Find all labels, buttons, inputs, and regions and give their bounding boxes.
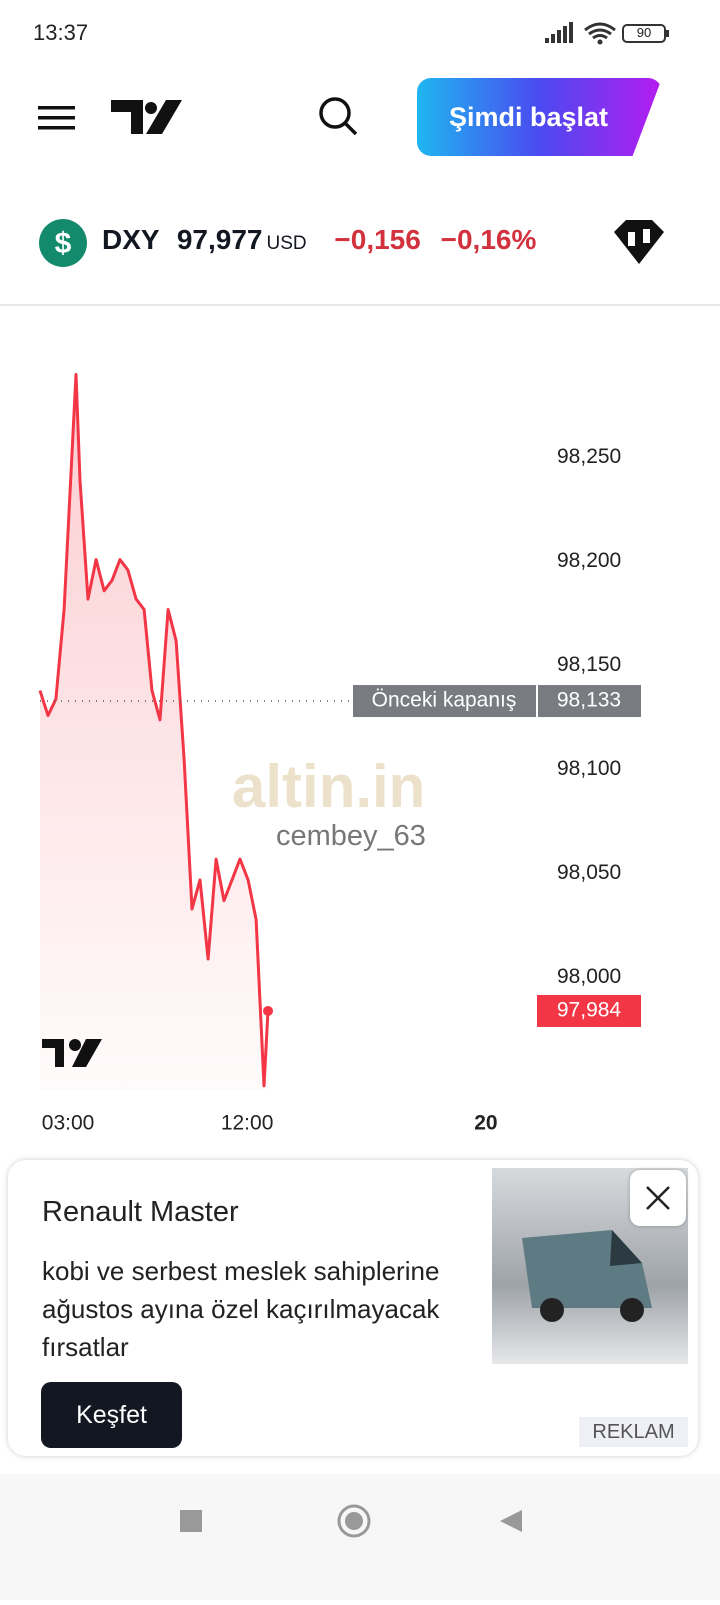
ad-button[interactable]: Keşfet [41,1382,182,1448]
nav-home[interactable] [337,1504,371,1538]
symbol: DXY [102,224,160,255]
battery-level: 90 [636,25,652,40]
nav-bar [0,1474,720,1600]
y-tick-label: 98,200 [557,549,621,572]
y-tick-label: 98,250 [557,445,621,468]
y-tick-label: 98,100 [557,757,621,780]
watermark-site: altin.in [232,753,426,820]
change-percent: −0,16% [440,224,537,255]
x-tick-label: 12:00 [221,1112,274,1135]
price: 97,977 [176,224,263,255]
search-icon[interactable] [316,94,360,138]
last-price-box [537,994,641,1027]
area [40,374,269,1090]
nav-back[interactable] [500,1510,522,1532]
x-tick-label: 20 [474,1112,497,1135]
x-tick-label: 03:00 [42,1112,95,1135]
y-tick-label: 98,050 [557,861,621,884]
van [522,1230,652,1322]
ticker-row: DXY 97,977 USD −0,156 −0,16% [102,224,536,256]
change: −0,156 [334,224,421,255]
svg-text:$: $ [55,227,72,260]
last-point [263,1005,274,1016]
y-tick-label: 98,000 [557,965,621,988]
ad-body: kobi ve serbest meslek sahiplerine ağust… [42,1256,440,1362]
currency: USD [266,233,307,254]
menu-icon[interactable] [38,106,75,110]
status-icons [545,22,669,45]
start-button[interactable]: Şimdi başlat [417,78,662,156]
currency-icon: $ [39,219,87,267]
status-time: 13:37 [33,20,89,45]
alert-icon[interactable] [612,218,666,266]
y-tick-label: 98,150 [557,653,621,676]
last-price-label: 97,984 [557,999,622,1022]
nav-recent[interactable] [180,1510,202,1532]
watermark-user: cembey_63 [276,820,426,852]
ad-tag: REKLAM [579,1417,688,1447]
chart-logo [42,1039,102,1067]
previous-close-value-box [538,685,641,718]
logo-menu [38,100,182,134]
previous-close-value: 98,133 [557,689,621,712]
previous-close-box [353,685,536,718]
line [38,373,270,1088]
chart: 98,000 98,050 98,100 98,150 98,200 98,250 03:0… [38,373,641,1135]
divider [0,304,720,306]
previous-close-label: Önceki kapanış [372,689,517,712]
ad-title: Renault Master [42,1196,239,1228]
ad-close[interactable] [630,1170,686,1226]
